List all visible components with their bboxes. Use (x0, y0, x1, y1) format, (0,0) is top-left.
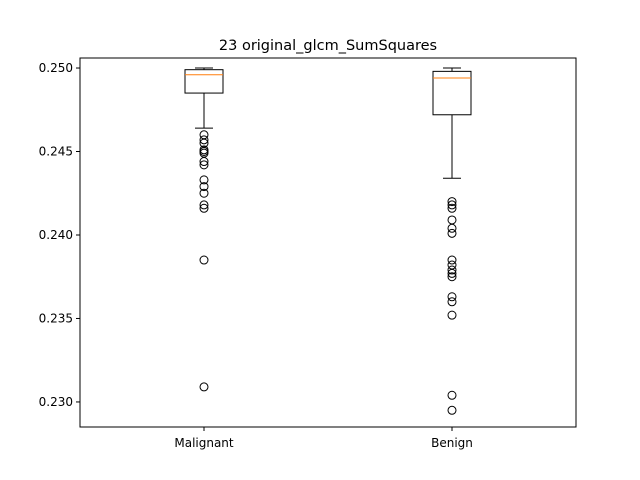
outlier-point (199, 200, 209, 210)
chart-title: 23 original_glcm_SumSquares (219, 38, 437, 54)
x-tick-label: Benign (431, 436, 473, 450)
outlier-point (199, 188, 209, 198)
outlier-point (199, 382, 209, 392)
y-tick-label: 0.245 (39, 145, 73, 159)
y-tick-label: 0.240 (39, 228, 73, 242)
outlier-point (447, 200, 457, 210)
outlier-point (447, 255, 457, 265)
y-tick-label: 0.230 (39, 395, 73, 409)
outlier-point (199, 255, 209, 265)
outlier-point (447, 292, 457, 302)
outlier-point (199, 160, 209, 170)
y-tick-label: 0.235 (39, 311, 73, 325)
outlier-point (447, 310, 457, 320)
outlier-point (199, 182, 209, 192)
y-tick-label: 0.250 (39, 61, 73, 75)
outlier-point (199, 175, 209, 185)
plot-area: 0.230 0.235 0.240 0.245 0.250 Malignant Benign (39, 61, 473, 450)
outlier-point (447, 268, 457, 278)
outlier-point (447, 197, 457, 207)
axes-frame (79, 57, 577, 428)
outlier-point (199, 157, 209, 167)
outlier-point (447, 297, 457, 307)
outlier-point (447, 203, 457, 213)
outlier-point (199, 135, 209, 145)
outlier-point (447, 228, 457, 238)
iqr-box (184, 69, 224, 94)
outlier-point (447, 390, 457, 400)
outlier-point (447, 272, 457, 282)
x-tick-label: Malignant (174, 436, 234, 450)
outlier-point (447, 223, 457, 233)
outlier-point (447, 265, 457, 275)
outlier-point (447, 405, 457, 415)
outlier-point (199, 203, 209, 213)
iqr-box (432, 70, 472, 116)
